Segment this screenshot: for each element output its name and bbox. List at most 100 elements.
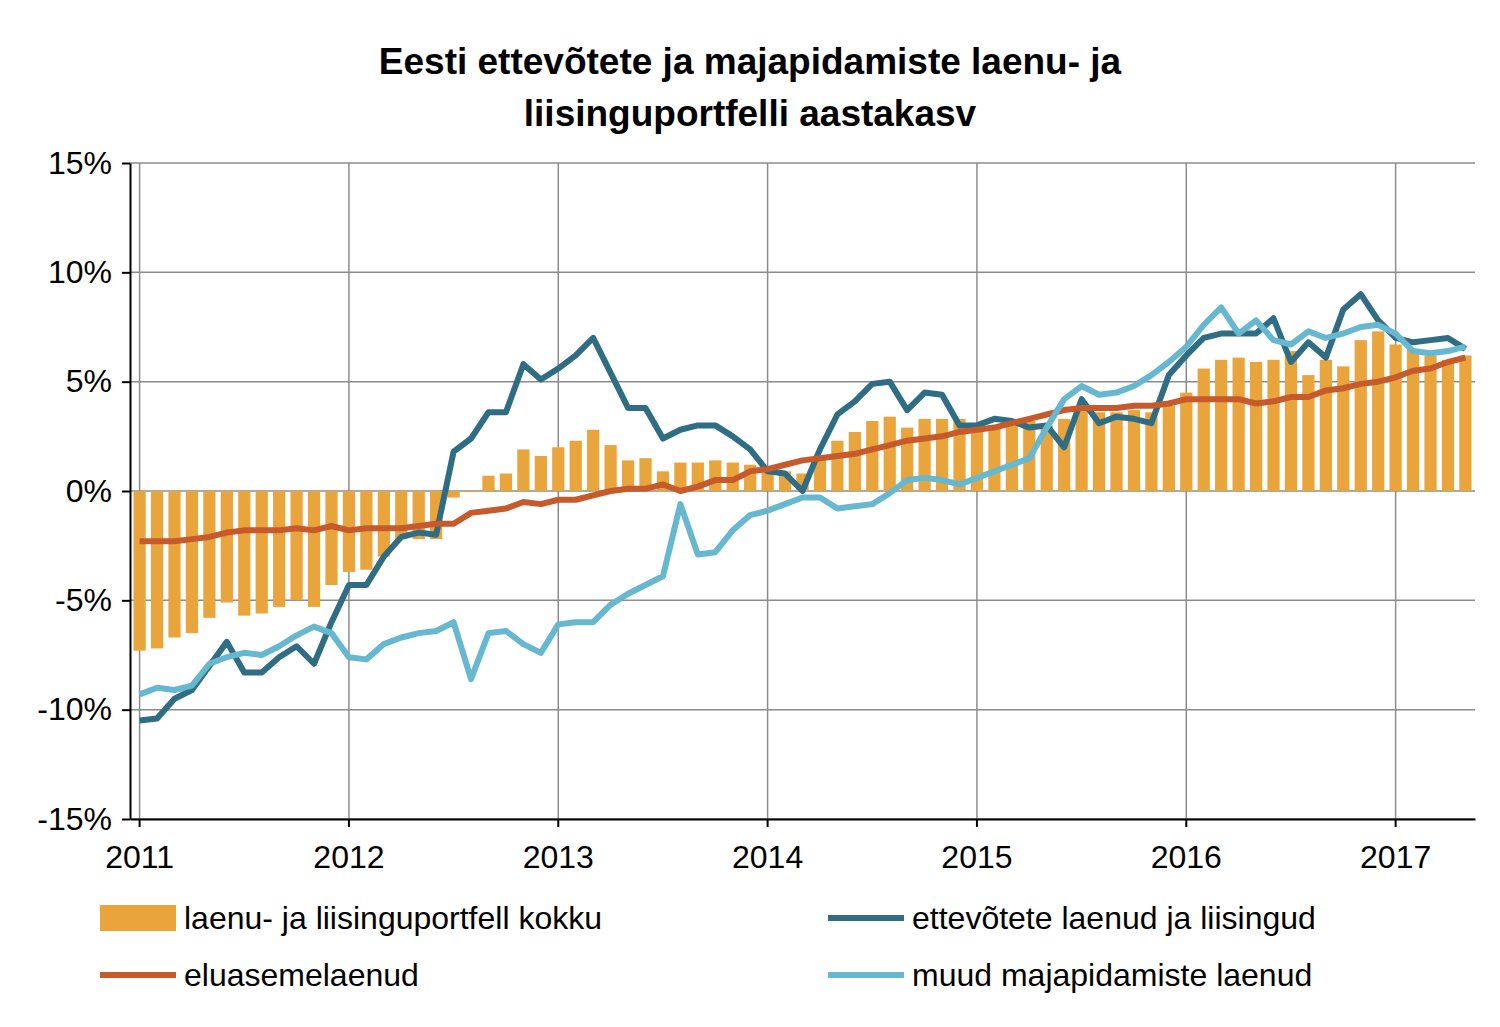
bar xyxy=(151,491,163,648)
legend: laenu- ja liisinguportfell kokku ettevõte… xyxy=(100,900,1316,993)
grid-line xyxy=(130,162,1475,164)
bar xyxy=(1442,360,1454,491)
tick-label: 2012 xyxy=(313,839,384,875)
tick: -15% xyxy=(37,801,130,837)
title-line: liisinguportfelli aastakasv xyxy=(524,93,977,134)
tick: 10% xyxy=(48,254,130,290)
tick-label: 2015 xyxy=(941,839,1012,875)
plot-area xyxy=(133,294,1471,720)
line xyxy=(140,294,1466,720)
bar xyxy=(1459,355,1471,491)
tick: -5% xyxy=(55,582,130,618)
tick-mark xyxy=(122,163,130,165)
bar xyxy=(1233,358,1245,491)
tick-label: 2014 xyxy=(732,839,803,875)
legend-label: ettevõtete laenud ja liisingud xyxy=(912,900,1316,936)
tick-mark xyxy=(1395,819,1397,827)
bar xyxy=(831,441,843,491)
title: Eesti ettevõtete ja majapidamiste laenu-… xyxy=(379,41,1122,134)
tick-label: 2016 xyxy=(1151,839,1222,875)
bar xyxy=(1267,360,1279,491)
bar xyxy=(447,491,459,498)
tick-label: 2017 xyxy=(1360,839,1431,875)
tick-label: 5% xyxy=(66,363,112,399)
tick-mark xyxy=(1185,819,1187,827)
tick-label: 2011 xyxy=(105,839,174,875)
tick-mark xyxy=(122,600,130,602)
tick-label: -10% xyxy=(37,691,112,727)
tick: 2017 xyxy=(1360,819,1431,875)
bar xyxy=(378,491,390,557)
bar xyxy=(221,491,233,603)
bar xyxy=(308,491,320,607)
tick: 2011 xyxy=(105,819,174,875)
tick-mark xyxy=(767,819,769,827)
tick-mark xyxy=(122,709,130,711)
tick-label: 10% xyxy=(48,254,112,290)
legend-item: ettevõtete laenud ja liisingud xyxy=(828,900,1316,936)
grid-line xyxy=(130,709,1475,711)
legend-swatch xyxy=(828,915,904,921)
bar xyxy=(168,491,180,638)
legend-swatch xyxy=(828,972,904,978)
bar xyxy=(1424,355,1436,491)
bar xyxy=(1390,344,1402,491)
line xyxy=(140,307,1466,694)
bar xyxy=(988,425,1000,491)
bar xyxy=(866,421,878,491)
bar xyxy=(238,491,250,616)
bar xyxy=(290,491,302,600)
tick: 5% xyxy=(66,363,130,399)
tick-mark xyxy=(976,819,978,827)
bar xyxy=(709,460,721,491)
axis-line xyxy=(131,819,1476,821)
bar xyxy=(273,491,285,607)
tick-mark xyxy=(122,381,130,383)
tick-label: 2013 xyxy=(523,839,594,875)
bar xyxy=(1006,425,1018,491)
bar xyxy=(1076,408,1088,491)
bar xyxy=(133,491,145,651)
line xyxy=(140,358,1466,542)
bar xyxy=(517,449,529,491)
tick-label: -5% xyxy=(55,582,112,618)
bar xyxy=(1163,406,1175,491)
bar xyxy=(203,491,215,618)
tick: 2015 xyxy=(941,819,1012,875)
tick-mark xyxy=(122,491,130,493)
bar xyxy=(552,447,564,491)
tick: 2016 xyxy=(1151,819,1222,875)
tick: 2012 xyxy=(313,819,384,875)
tick-mark xyxy=(122,272,130,274)
bar xyxy=(500,474,512,491)
tick-label: 15% xyxy=(48,145,112,181)
legend-label: muud majapidamiste laenud xyxy=(912,957,1312,993)
tick: 2014 xyxy=(732,819,803,875)
grid-line xyxy=(130,272,1475,274)
tick: 2013 xyxy=(523,819,594,875)
tick-mark xyxy=(348,819,350,827)
y-axis: -15% -10% -5% 0% 5% 10% 15% xyxy=(37,145,130,837)
legend-swatch xyxy=(100,972,176,978)
bar xyxy=(1372,331,1384,491)
bar xyxy=(535,456,547,491)
bar xyxy=(1355,340,1367,491)
tick-mark xyxy=(139,819,141,827)
bar xyxy=(1320,360,1332,491)
bar xyxy=(570,441,582,491)
bar xyxy=(587,430,599,491)
title-line: Eesti ettevõtete ja majapidamiste laenu-… xyxy=(379,41,1122,82)
chart: Eesti ettevõtete ja majapidamiste laenu-… xyxy=(0,0,1500,1027)
bar xyxy=(1110,412,1122,491)
tick-label: -15% xyxy=(37,801,112,837)
legend-item: muud majapidamiste laenud xyxy=(828,957,1312,993)
tick: 15% xyxy=(48,145,130,181)
legend-item: laenu- ja liisinguportfell kokku xyxy=(100,900,602,936)
grid xyxy=(130,163,1475,819)
bar xyxy=(256,491,268,613)
tick-mark xyxy=(122,819,130,821)
bar xyxy=(465,491,477,492)
legend-label: eluasemelaenud xyxy=(184,957,419,993)
bar xyxy=(884,417,896,491)
tick: 0% xyxy=(66,473,130,509)
